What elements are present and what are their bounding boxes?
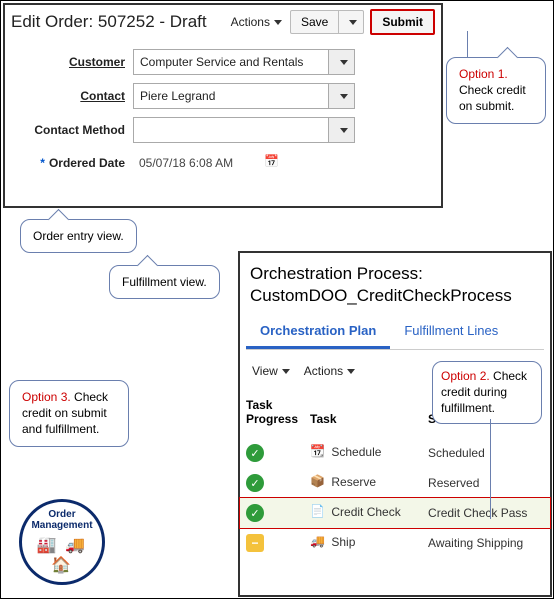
badge-icons: 🏭 🚚🏠: [37, 535, 87, 575]
callout-connector: [467, 31, 468, 59]
order-management-badge: OrderManagement 🏭 🚚🏠: [19, 499, 105, 585]
chevron-down-icon[interactable]: [328, 50, 354, 74]
ordered-date-value: 05/07/18 6:08 AM: [139, 156, 233, 170]
submit-button[interactable]: Submit: [370, 9, 435, 35]
ordered-date-label: *Ordered Date: [5, 156, 133, 170]
calendar-icon[interactable]: 📅: [264, 154, 279, 168]
customer-label: Customer: [5, 55, 133, 69]
schedule-icon: 📆: [310, 444, 328, 462]
check-icon: ✓: [246, 444, 264, 462]
table-row[interactable]: ✓ 📄 Credit Check Credit Check Pass: [240, 498, 550, 528]
contact-label: Contact: [5, 89, 133, 103]
callout-order-entry: Order entry view.: [20, 219, 137, 253]
ship-icon: 🚚: [310, 534, 328, 552]
callout-connector: [490, 419, 491, 519]
callout-option1: Option 1. Check credit on submit.: [446, 57, 546, 124]
task-status: Reserved: [422, 468, 550, 498]
save-button[interactable]: Save: [290, 10, 339, 34]
task-status: Awaiting Shipping: [422, 528, 550, 558]
save-dropdown-button[interactable]: [339, 10, 364, 34]
task-name: Schedule: [331, 445, 381, 459]
actions-menu[interactable]: Actions: [231, 15, 282, 29]
chevron-down-icon: [282, 369, 290, 374]
callout-fulfillment: Fulfillment view.: [109, 265, 220, 299]
contact-method-label: Contact Method: [5, 123, 133, 137]
callout-option3: Option 3. Check credit on submit and ful…: [9, 380, 129, 447]
task-name: Reserve: [331, 475, 376, 489]
page-title: Edit Order: 507252 - Draft: [11, 12, 231, 32]
tab-orchestration-plan[interactable]: Orchestration Plan: [246, 315, 390, 349]
task-name: Credit Check: [331, 505, 400, 519]
table-row[interactable]: − 🚚 Ship Awaiting Shipping: [240, 528, 550, 558]
credit-icon: 📄: [310, 504, 328, 522]
orchestration-title: Orchestration Process: CustomDOO_CreditC…: [240, 253, 550, 307]
task-name: Ship: [331, 535, 355, 549]
pending-icon: −: [246, 534, 264, 552]
view-menu[interactable]: View: [252, 364, 290, 378]
contact-value: Piere Legrand: [134, 89, 328, 103]
chevron-down-icon: [349, 20, 357, 25]
callout-option2: Option 2. Check credit during fulfillmen…: [432, 361, 542, 424]
orchestration-panel: Orchestration Process: CustomDOO_CreditC…: [238, 251, 552, 597]
order-entry-panel: Edit Order: 507252 - Draft Actions Save …: [3, 3, 443, 208]
actions-menu[interactable]: Actions: [304, 364, 355, 378]
customer-value: Computer Service and Rentals: [134, 55, 328, 69]
task-status: Credit Check Pass: [422, 498, 550, 528]
check-icon: ✓: [246, 504, 264, 522]
chevron-down-icon[interactable]: [328, 84, 354, 108]
table-row[interactable]: ✓ 📦 Reserve Reserved: [240, 468, 550, 498]
chevron-down-icon: [347, 369, 355, 374]
tabs: Orchestration Plan Fulfillment Lines: [246, 315, 544, 350]
table-row[interactable]: ✓ 📆 Schedule Scheduled: [240, 438, 550, 468]
task-status: Scheduled: [422, 438, 550, 468]
chevron-down-icon[interactable]: [328, 118, 354, 142]
tab-fulfillment-lines[interactable]: Fulfillment Lines: [390, 315, 512, 349]
customer-combo[interactable]: Computer Service and Rentals: [133, 49, 355, 75]
reserve-icon: 📦: [310, 474, 328, 492]
chevron-down-icon: [274, 20, 282, 25]
contact-combo[interactable]: Piere Legrand: [133, 83, 355, 109]
check-icon: ✓: [246, 474, 264, 492]
ordered-date-field[interactable]: 05/07/18 6:08 AM 📅: [133, 151, 283, 175]
contact-method-combo[interactable]: [133, 117, 355, 143]
col-progress: Task Progress: [240, 390, 304, 438]
col-task: Task: [304, 390, 422, 438]
